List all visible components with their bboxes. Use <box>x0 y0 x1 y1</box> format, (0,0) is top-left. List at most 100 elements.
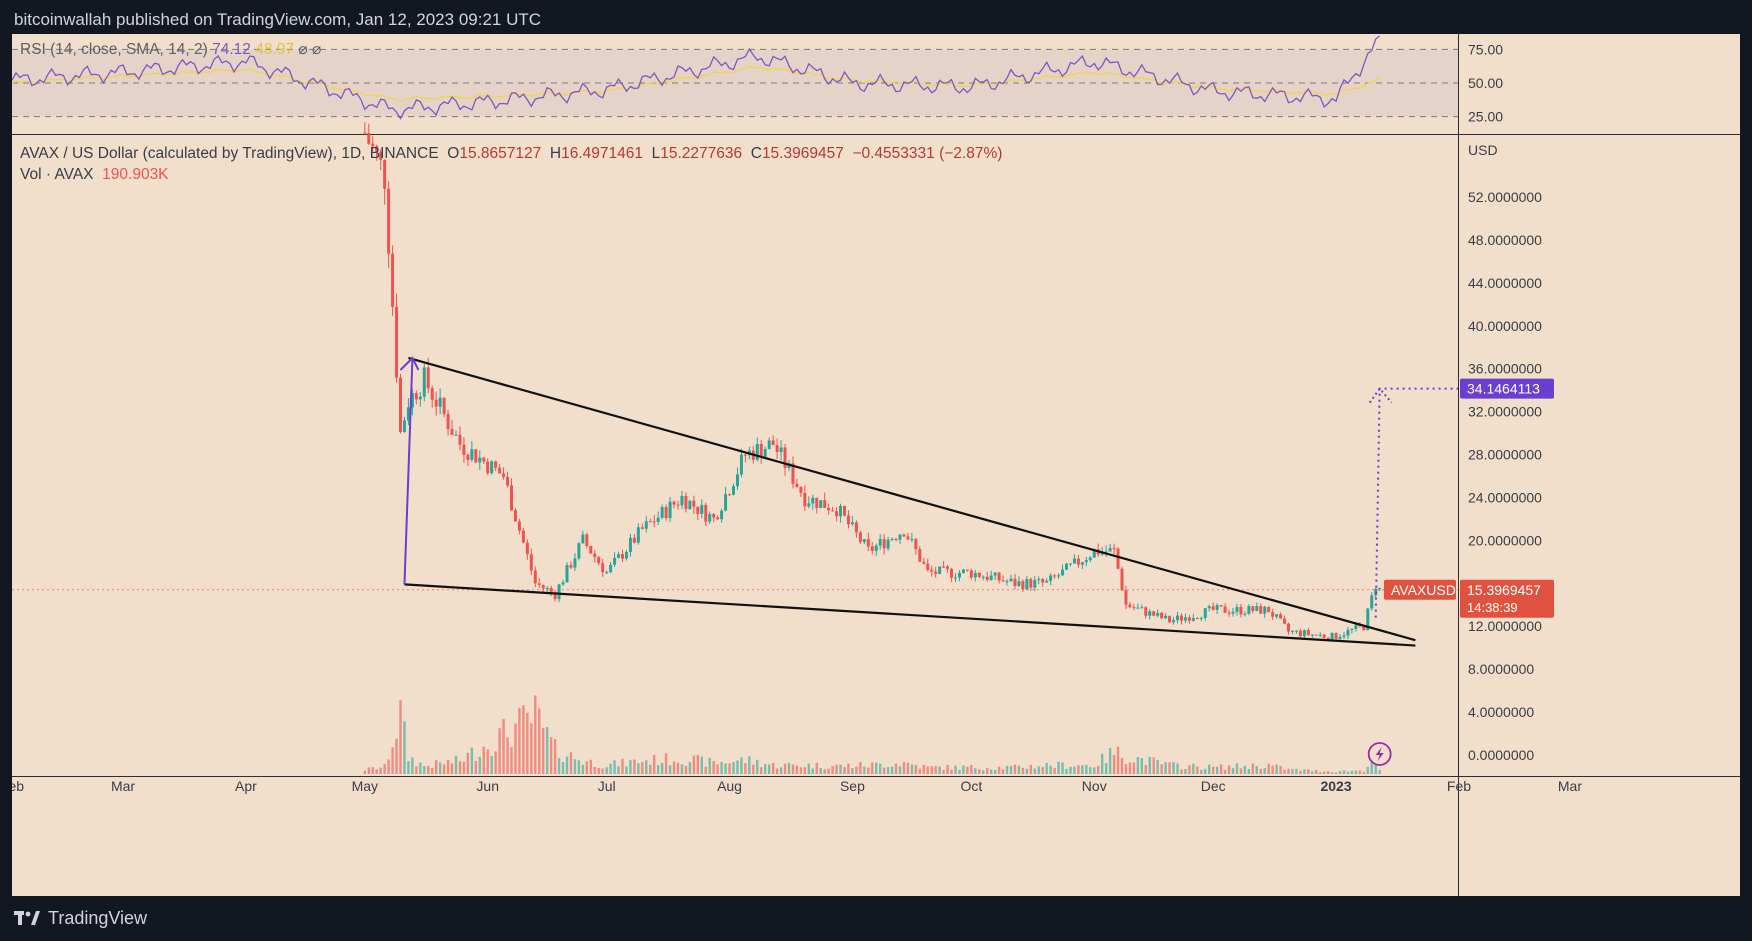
candle <box>1370 592 1374 611</box>
volume-bar <box>898 766 902 774</box>
candle <box>1013 573 1017 590</box>
candle-body <box>1144 607 1148 616</box>
candle-body <box>466 454 470 460</box>
candle <box>474 448 478 464</box>
candle-body <box>1009 578 1013 582</box>
price-tick-label: 8.0000000 <box>1468 661 1534 677</box>
symbol-price-tag[interactable]: AVAXUSD <box>1384 579 1456 600</box>
candle-body <box>1021 581 1025 590</box>
candle <box>1084 556 1088 567</box>
volume-bar <box>819 768 822 774</box>
candle <box>1378 587 1382 592</box>
volume-bar <box>847 763 850 774</box>
candle-body <box>819 500 823 509</box>
candle-body <box>426 367 430 389</box>
candle <box>640 523 644 530</box>
volume-bar <box>767 764 771 774</box>
candle <box>1037 576 1041 585</box>
volume-bar <box>692 755 696 774</box>
candle-body <box>613 557 617 565</box>
candle <box>589 545 593 554</box>
candle <box>1346 626 1350 639</box>
volume-bar <box>700 756 703 774</box>
candle <box>1072 554 1076 564</box>
volume-bar <box>617 766 620 774</box>
volume-bar <box>748 756 751 774</box>
volume-bar <box>1322 771 1326 774</box>
time-tick-label: Feb <box>1447 778 1471 794</box>
volume-bar <box>1370 757 1373 774</box>
volume-bar <box>1330 772 1334 774</box>
candle <box>767 437 771 450</box>
volume-bar <box>938 766 941 774</box>
candle-body <box>763 449 767 457</box>
candle <box>1354 623 1358 632</box>
candle <box>1247 604 1251 616</box>
candle <box>759 439 763 464</box>
chart-canvas[interactable]: 75.00 50.00 25.00 52.0000000 48.0000000 44.00… <box>12 34 1740 896</box>
candle-body <box>1362 625 1366 631</box>
volume-bar <box>653 754 656 774</box>
volume-bar <box>736 760 739 774</box>
candle <box>375 144 379 161</box>
candle <box>735 467 739 490</box>
candle-body <box>628 537 632 552</box>
candle <box>827 503 831 515</box>
volume-bar <box>1338 771 1342 774</box>
volume-bar <box>878 763 882 774</box>
volume-bar <box>696 754 700 774</box>
candle <box>1310 634 1314 639</box>
volume-bar <box>605 767 608 774</box>
candle-body <box>950 568 954 578</box>
volume-bar <box>538 708 541 774</box>
target-price-tag[interactable]: 34.1464113 <box>1460 378 1554 399</box>
candle-body <box>1108 548 1112 552</box>
candle <box>561 579 565 587</box>
candle <box>605 570 609 575</box>
target-price-text: 34.1464113 <box>1467 381 1540 397</box>
rsi-extra: ⌀ ⌀ <box>298 41 322 58</box>
tradingview-brand[interactable]: TradingView <box>14 908 147 929</box>
candle-body <box>367 133 371 144</box>
symbol-tag-text: AVAXUSD <box>1391 582 1456 598</box>
volume-bar <box>807 763 811 774</box>
candle-body <box>850 522 854 525</box>
volume-bar <box>609 763 612 774</box>
close-value: 15.3969457 <box>761 145 844 162</box>
volume-bar <box>771 762 775 774</box>
volume-bar <box>569 752 573 774</box>
candle-body <box>1199 617 1203 619</box>
rsi-sma-line <box>12 65 1380 102</box>
candle <box>989 570 993 582</box>
chart-frame[interactable]: 75.00 50.00 25.00 52.0000000 48.0000000 44.00… <box>12 34 1740 896</box>
candle <box>700 499 704 519</box>
volume-bar <box>1362 771 1366 774</box>
candle-body <box>1183 617 1187 621</box>
candle <box>1053 574 1057 579</box>
volume-bar <box>1172 762 1175 774</box>
volume-bar <box>1112 754 1116 774</box>
lightning-icon[interactable] <box>1367 742 1392 766</box>
candle <box>997 571 1001 584</box>
volume-bar <box>466 752 470 774</box>
candle <box>1342 632 1346 640</box>
candle <box>835 507 839 522</box>
candle-body <box>716 517 720 520</box>
time-tick-label: Jul <box>598 778 616 794</box>
volume-bar <box>565 756 569 774</box>
candle-body <box>981 576 985 578</box>
candle-body <box>1132 607 1136 609</box>
candle <box>807 496 811 509</box>
candle-body <box>1148 611 1152 616</box>
price-tick-label: 0.0000000 <box>1468 747 1534 763</box>
rsi-band <box>12 49 1458 117</box>
price-tick-label: 36.0000000 <box>1468 361 1542 377</box>
candle-body <box>791 463 795 484</box>
last-price-tag[interactable]: 15.3969457 14:38:39 <box>1460 579 1554 618</box>
candle <box>692 495 696 514</box>
candle <box>549 585 553 597</box>
candle <box>969 568 973 580</box>
candle-body <box>1263 606 1267 614</box>
volume-bar <box>577 760 581 774</box>
candle-body <box>1041 579 1045 583</box>
